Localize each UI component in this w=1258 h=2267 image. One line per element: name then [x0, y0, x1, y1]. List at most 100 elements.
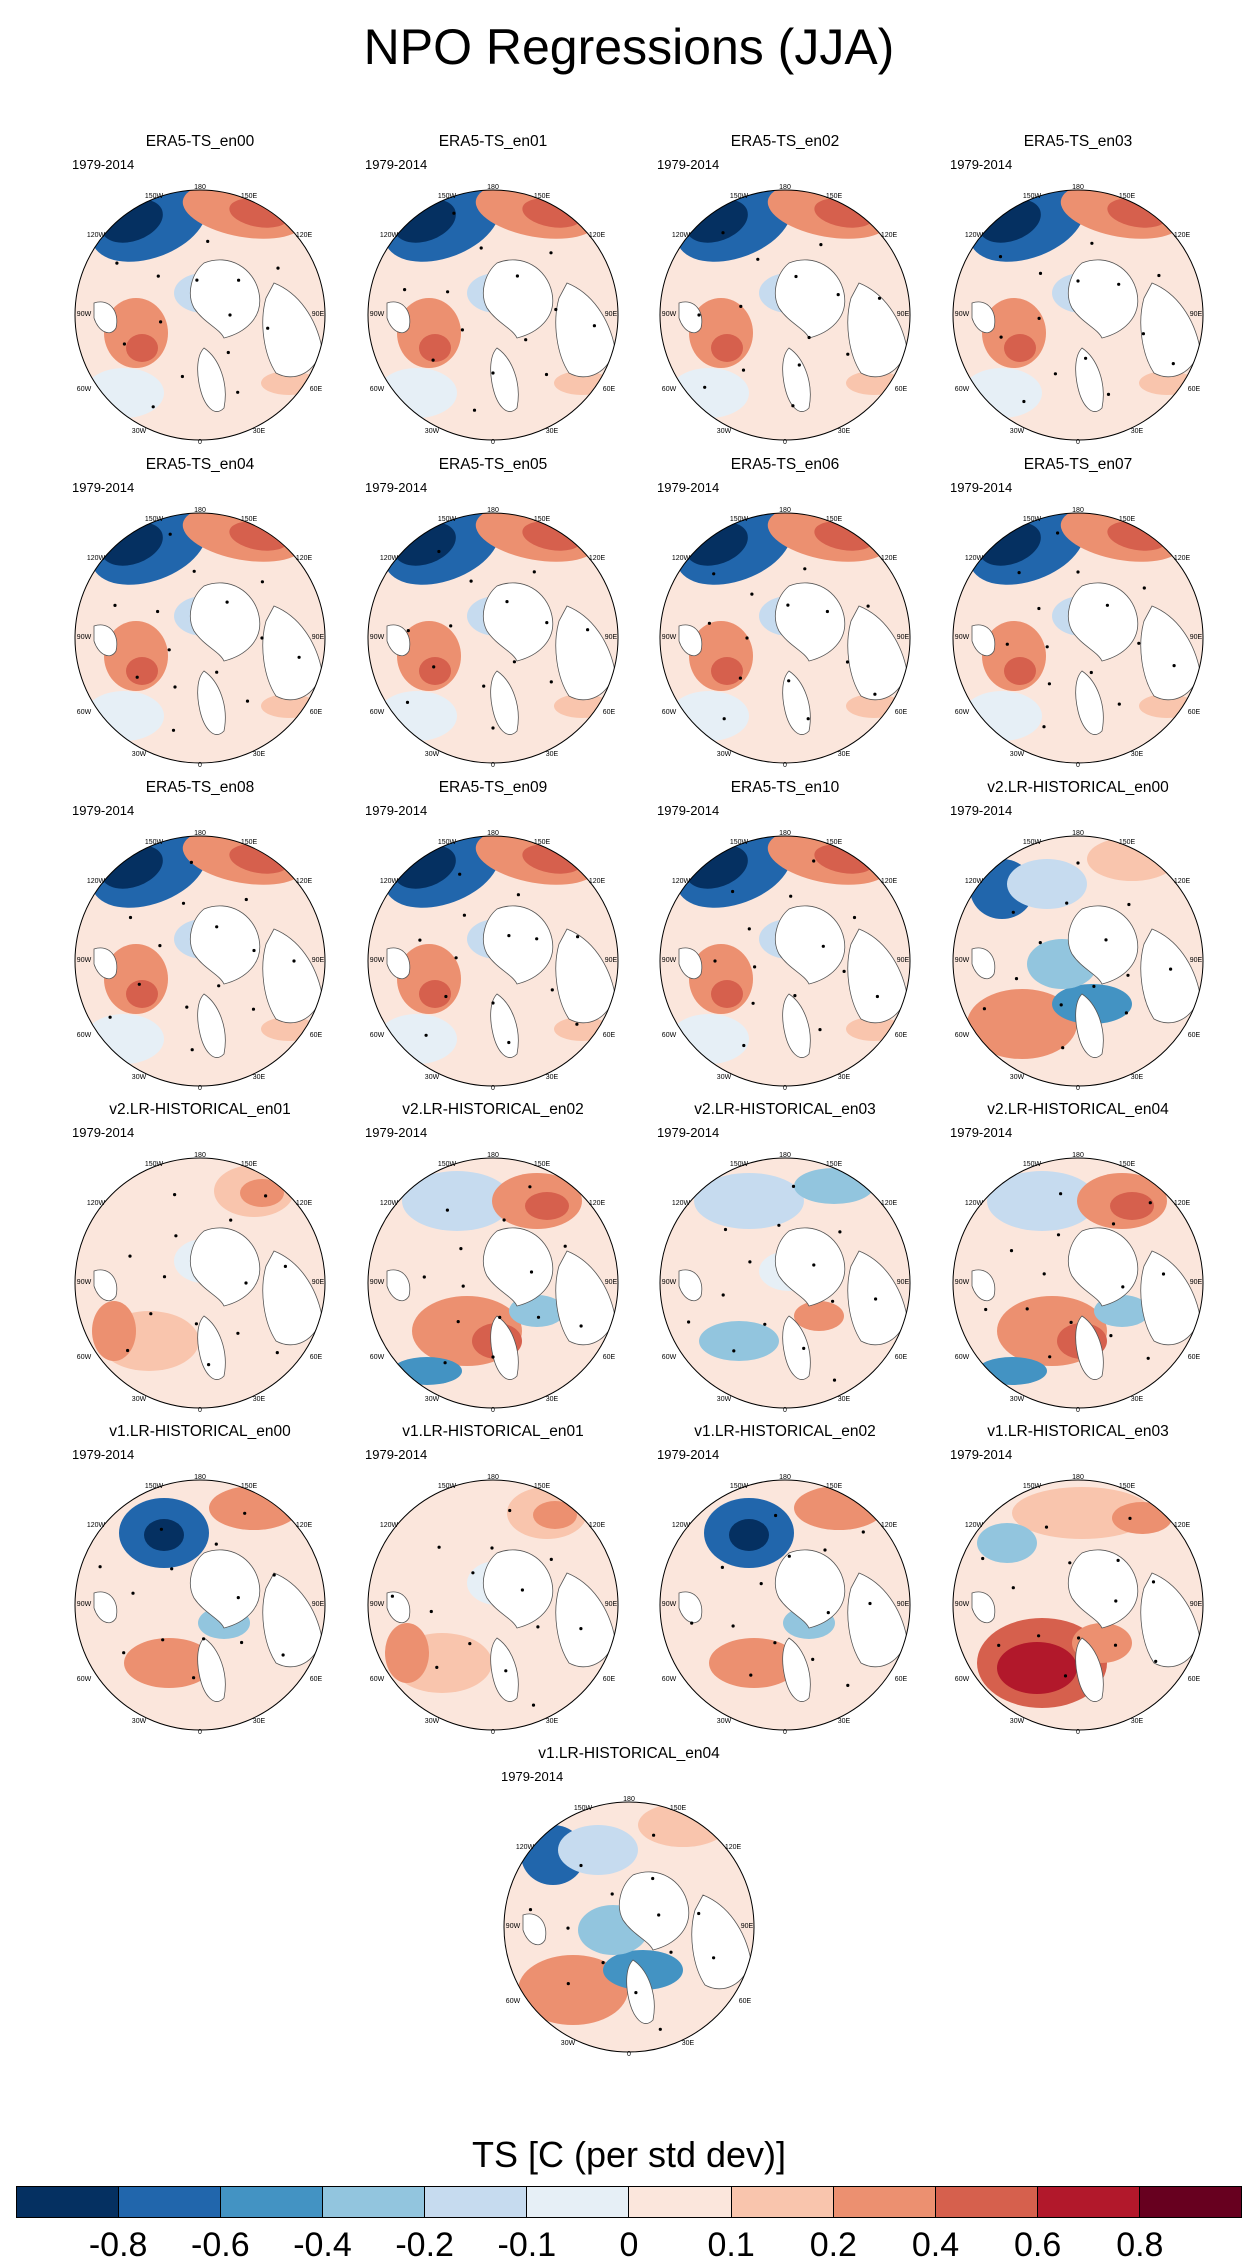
significance-stippling: [115, 239, 280, 409]
longitude-label: 30E: [546, 1074, 559, 1081]
landmass: [678, 947, 703, 980]
colorbar-segment: [833, 2187, 936, 2217]
longitude-label: 30W: [561, 2040, 576, 2047]
map-panel: v2.LR-HISTORICAL_en03 1979-2014 180 150W 150…: [639, 1101, 931, 1414]
polar-map: 180 150W 150E 120W 120E 90W 90E 60W 60E 30W 30E 0: [503, 1796, 755, 2058]
anomaly-contour-region: [967, 989, 1077, 1059]
longitude-label: 30E: [1131, 1396, 1144, 1403]
map-panel: v1.LR-HISTORICAL_en00 1979-2014 180 150W 150…: [54, 1423, 346, 1736]
longitude-label: 0: [491, 1085, 495, 1092]
anomaly-contour-region: [84, 691, 164, 741]
landmass: [1068, 1549, 1139, 1629]
longitude-label: 60W: [955, 1032, 970, 1039]
panel-title: v2.LR-HISTORICAL_en00: [987, 779, 1169, 796]
significance-stippling: [690, 1513, 872, 1687]
longitude-label: 30E: [838, 1074, 851, 1081]
landmass: [971, 624, 996, 657]
panel-period-label: 1979-2014: [657, 803, 720, 818]
longitude-label: 150E: [241, 1161, 258, 1168]
longitude-label: 150E: [241, 1483, 258, 1490]
longitude-label: 150E: [826, 839, 843, 846]
landmass: [1068, 259, 1139, 339]
significance-stippling: [998, 241, 1175, 404]
longitude-label: 90W: [370, 1601, 385, 1608]
anomaly-contour-region: [558, 1825, 638, 1875]
anomaly-contour-region: [689, 1573, 749, 1633]
panel-period-label: 1979-2014: [72, 480, 135, 495]
anomaly-contour-region: [1110, 1192, 1154, 1220]
significance-stippling: [405, 549, 590, 730]
colorbar-segment: [17, 2187, 120, 2217]
longitude-label: 150W: [145, 1161, 164, 1168]
longitude-label: 120W: [672, 878, 691, 885]
longitude-label: 120E: [589, 232, 606, 239]
longitude-label: 150E: [241, 839, 258, 846]
colorbar: [16, 2186, 1242, 2218]
map-boundary: [367, 1157, 619, 1409]
longitude-label: 0: [491, 762, 495, 769]
landmass: [522, 1913, 547, 1946]
longitude-label: 150E: [534, 516, 551, 523]
anomaly-contour-region: [962, 691, 1042, 741]
anomaly-contour-region: [997, 1642, 1077, 1694]
significance-stippling: [1005, 531, 1176, 729]
colorbar-segment: [731, 2187, 834, 2217]
longitude-label: 90W: [370, 957, 385, 964]
map-panel: ERA5-TS_en03 1979-2014 180 150W 150E 120W 120E…: [932, 133, 1224, 446]
map-panel: v1.LR-HISTORICAL_en04 1979-2014 180 150W 150…: [483, 1745, 775, 2058]
anomaly-contour-region: [1112, 1502, 1172, 1534]
longitude-label: 60W: [77, 386, 92, 393]
longitude-label: 60W: [955, 1354, 970, 1361]
longitude-label: 0: [783, 1085, 787, 1092]
longitude-label: 120W: [516, 1844, 535, 1851]
map-boundary: [659, 189, 911, 441]
longitude-label: 60E: [603, 709, 616, 716]
landmass: [971, 1591, 996, 1624]
longitude-label: 0: [783, 439, 787, 446]
longitude-label: 120W: [965, 878, 984, 885]
longitude-label: 180: [1072, 1474, 1084, 1481]
longitude-label: 0: [1076, 1729, 1080, 1736]
longitude-label: 120W: [87, 878, 106, 885]
significance-stippling: [126, 1193, 287, 1367]
map-panel: v2.LR-HISTORICAL_en01 1979-2014 180 150W 150…: [54, 1101, 346, 1414]
longitude-label: 150W: [1023, 1483, 1042, 1490]
map-panel: ERA5-TS_en07 1979-2014 180 150W 150E 120W 120E…: [932, 456, 1224, 769]
longitude-label: 90E: [605, 1279, 618, 1286]
significance-stippling: [697, 231, 882, 408]
panel-title: v1.LR-HISTORICAL_en03: [987, 1423, 1169, 1440]
panel-title: v1.LR-HISTORICAL_en00: [109, 1423, 291, 1440]
landmass: [190, 1227, 261, 1307]
landmass: [678, 301, 703, 334]
anomaly-contour-region: [729, 1519, 769, 1551]
landmass: [626, 1959, 655, 2024]
longitude-label: 150E: [241, 193, 258, 200]
landmass: [1075, 993, 1104, 1058]
polar-map: 180 150W 150E 120W 120E 90W 90E 60W 60E 30W 30E 0: [952, 1152, 1204, 1414]
longitude-label: 120W: [87, 232, 106, 239]
map-panel: v1.LR-HISTORICAL_en03 1979-2014 180 150W 150…: [932, 1423, 1224, 1736]
map-boundary: [74, 835, 326, 1087]
anomaly-contour-region: [669, 691, 749, 741]
map-panel: v2.LR-HISTORICAL_en04 1979-2014 180 150W 150…: [932, 1101, 1224, 1414]
landmass: [555, 282, 616, 378]
anomaly-contour-region: [92, 1301, 136, 1361]
significance-stippling: [687, 1184, 878, 1382]
landmass: [1075, 1637, 1104, 1702]
longitude-label: 90W: [662, 1601, 677, 1608]
longitude-label: 60E: [310, 709, 323, 716]
longitude-label: 0: [1076, 439, 1080, 446]
longitude-label: 60E: [603, 1032, 616, 1039]
longitude-label: 0: [783, 762, 787, 769]
colorbar-segment: [425, 2187, 528, 2217]
panel-title: v2.LR-HISTORICAL_en01: [109, 1101, 291, 1118]
anomaly-contour-region: [669, 368, 749, 418]
significance-stippling: [113, 532, 301, 732]
longitude-label: 120E: [881, 878, 898, 885]
anomaly-contour-region: [794, 1168, 874, 1204]
longitude-label: 30E: [253, 1718, 266, 1725]
longitude-label: 90W: [955, 1279, 970, 1286]
landmass: [197, 993, 226, 1058]
longitude-label: 120W: [672, 1200, 691, 1207]
landmass: [782, 347, 811, 412]
